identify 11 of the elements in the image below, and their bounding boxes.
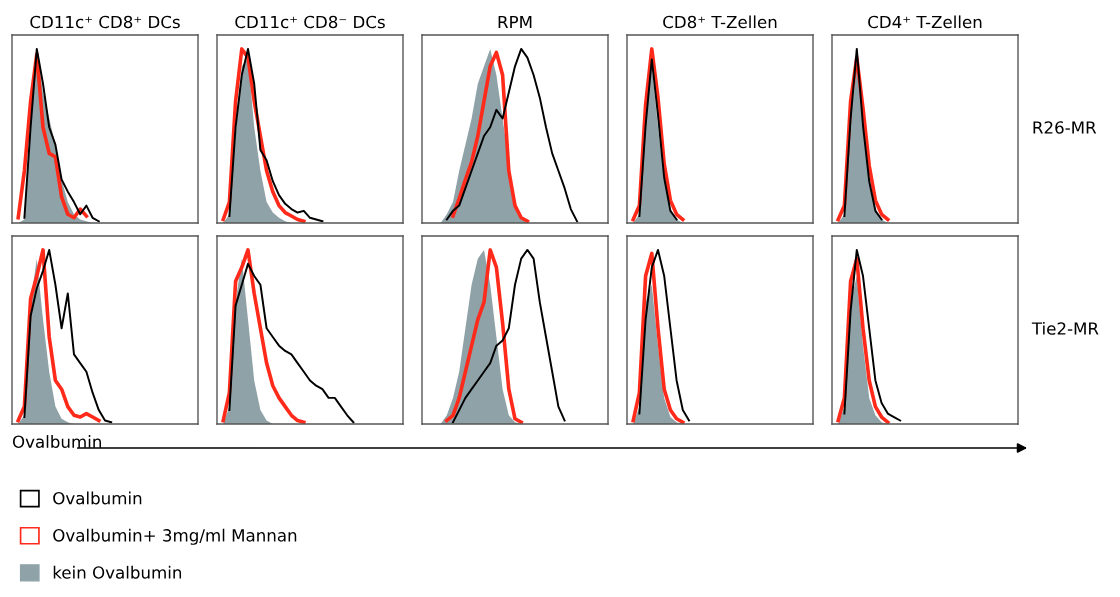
- chart-title: CD11c⁺ CD8⁻ DCs: [235, 15, 385, 29]
- x-axis-title: Ovalbumin: [12, 435, 101, 449]
- chart-title: CD8⁺ T-Zellen: [663, 15, 777, 29]
- chart-title: CD11c⁺ CD8⁺ DCs: [30, 15, 180, 29]
- legend-label: kein Ovalbumin: [53, 565, 182, 579]
- legend-label: Ovalbumin+ 3mg/ml Mannan: [53, 528, 297, 545]
- legend-label: Ovalbumin: [53, 491, 142, 505]
- chart-title: RPM: [498, 15, 532, 29]
- y2-axis-title: R26-MR: [1033, 121, 1097, 134]
- chart-title: CD4⁺ T-Zellen: [868, 15, 982, 29]
- y2-axis-title: Tie2-MR: [1031, 321, 1099, 335]
